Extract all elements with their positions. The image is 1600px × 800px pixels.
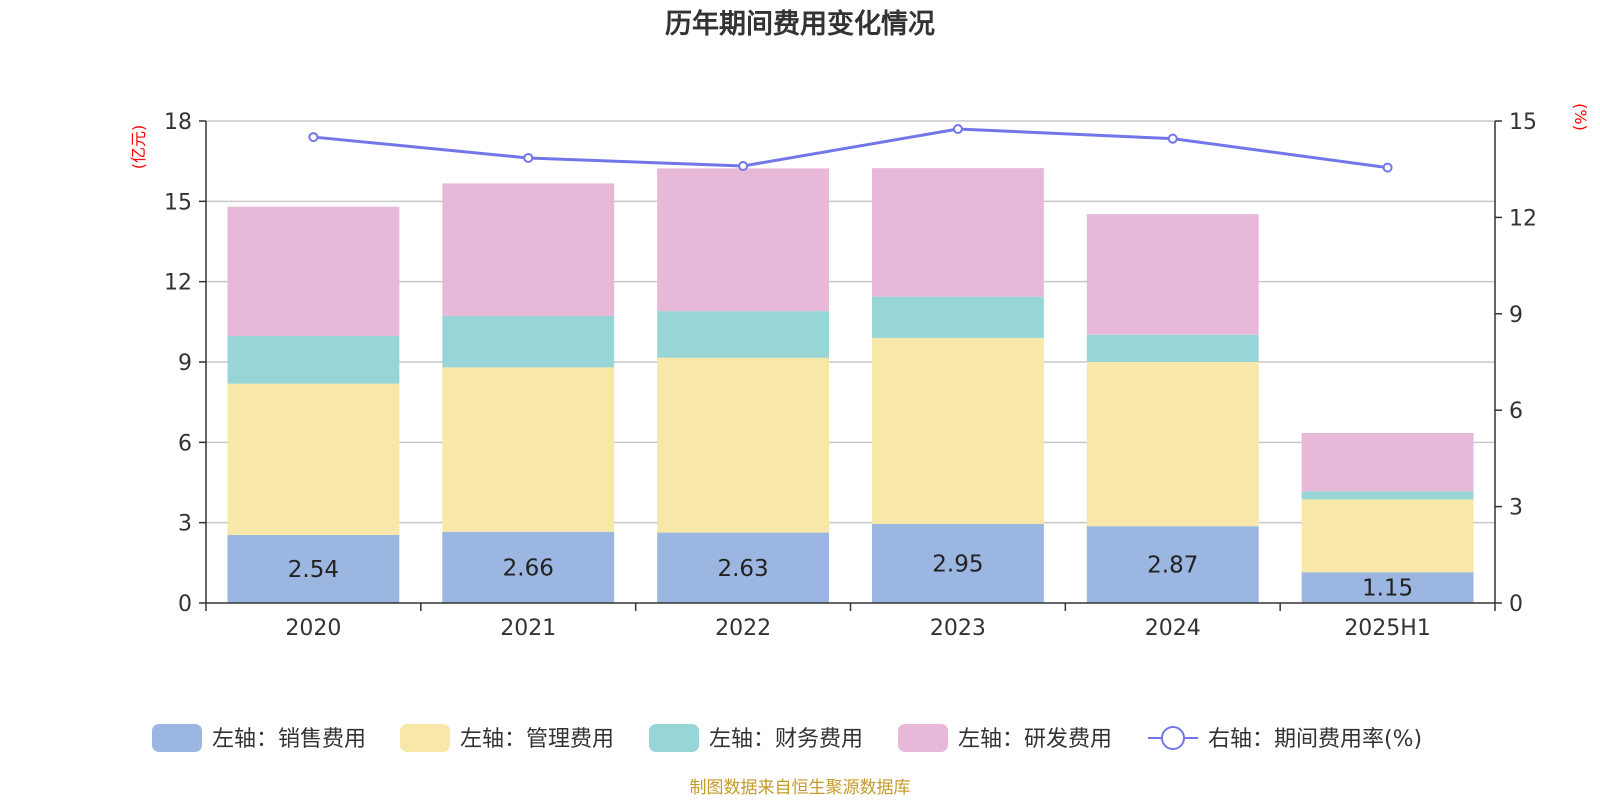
x-axis-tick-label: 2023 <box>930 616 986 641</box>
right-axis-tick-label: 15 <box>1509 110 1537 135</box>
left-axis-tick-label: 0 <box>178 592 192 617</box>
x-axis-tick-label: 2021 <box>500 616 556 641</box>
bar <box>227 336 400 384</box>
data-label: 1.15 <box>1362 576 1413 602</box>
bar <box>657 532 830 603</box>
bar <box>1086 334 1259 362</box>
left-axis-tick-label: 3 <box>178 512 192 537</box>
bar <box>871 296 1044 338</box>
right-axis-tick-label: 6 <box>1509 399 1523 424</box>
chart-title: 历年期间费用变化情况 <box>665 8 935 40</box>
legend-label: 左轴：研发费用 <box>958 727 1112 752</box>
bar <box>227 206 400 337</box>
rate-point <box>308 132 319 143</box>
bar <box>657 311 830 358</box>
data-labels: 2.54 2.66 2.63 2.95 2.87 1.15 <box>288 552 1413 602</box>
gridlines <box>206 120 1495 524</box>
legend-swatch <box>152 724 202 752</box>
left-axis-tick-label: 9 <box>178 351 192 376</box>
left-axis-tick-label: 15 <box>164 190 192 215</box>
left-axis-unit: (亿元) <box>129 125 148 170</box>
left-axis-tick-label: 6 <box>178 431 192 456</box>
legend-label: 左轴：管理费用 <box>460 727 614 752</box>
bar <box>871 168 1044 297</box>
axes: 0 3 6 9 12 15 18 0 3 6 9 12 15 2020 2021 2022 2023 2024 20… <box>164 110 1537 641</box>
left-axis-tick-label: 18 <box>164 110 192 135</box>
bar <box>227 534 400 603</box>
right-axis-tick-label: 0 <box>1509 592 1523 617</box>
rate-point <box>738 160 749 171</box>
legend-label: 左轴：财务费用 <box>709 727 863 752</box>
rate-point <box>1382 162 1393 173</box>
bar <box>442 367 615 532</box>
bar <box>1086 214 1259 335</box>
line-series <box>308 124 1393 173</box>
bar <box>1086 362 1259 527</box>
bar <box>657 357 830 533</box>
legend-swatch <box>649 724 699 752</box>
rate-point <box>1167 133 1178 144</box>
right-axis-tick-label: 3 <box>1509 496 1523 521</box>
x-axis-tick-label: 2025H1 <box>1344 616 1431 641</box>
left-axis-tick-label: 12 <box>164 271 192 296</box>
bar-series <box>227 168 1474 603</box>
legend-swatch <box>400 724 450 752</box>
data-label: 2.95 <box>932 552 983 578</box>
bar <box>1301 432 1474 492</box>
bar <box>442 531 615 603</box>
legend: 左轴：销售费用 左轴：管理费用 左轴：财务费用 左轴：研发费用 右轴：期间费用率(%) <box>152 724 1422 752</box>
right-axis-tick-label: 12 <box>1509 206 1537 231</box>
data-label: 2.87 <box>1147 553 1198 579</box>
right-axis-tick-label: 9 <box>1509 303 1523 328</box>
bar <box>657 168 830 312</box>
legend-label: 右轴：期间费用率(%) <box>1208 727 1422 752</box>
bar <box>227 383 400 535</box>
rate-point <box>952 124 963 135</box>
x-axis-tick-label: 2020 <box>285 616 341 641</box>
bar <box>871 337 1044 525</box>
x-axis-tick-label: 2024 <box>1145 616 1201 641</box>
bar <box>871 524 1044 603</box>
bar <box>1301 491 1474 500</box>
bar <box>1086 526 1259 603</box>
data-label: 2.66 <box>503 555 554 581</box>
data-label: 2.54 <box>288 557 339 583</box>
legend-label: 左轴：销售费用 <box>212 727 366 752</box>
legend-swatch <box>898 724 948 752</box>
rate-line <box>313 127 1388 170</box>
data-label: 2.63 <box>717 556 768 582</box>
rate-point <box>523 152 534 163</box>
right-axis-unit: (%) <box>1571 103 1590 131</box>
source-note: 制图数据来自恒生聚源数据库 <box>690 778 911 798</box>
bar <box>1301 572 1474 603</box>
x-axis-tick-label: 2022 <box>715 616 771 641</box>
bar <box>1301 499 1474 573</box>
bar <box>442 315 615 368</box>
bar <box>442 183 615 316</box>
legend-marker <box>1161 726 1185 750</box>
